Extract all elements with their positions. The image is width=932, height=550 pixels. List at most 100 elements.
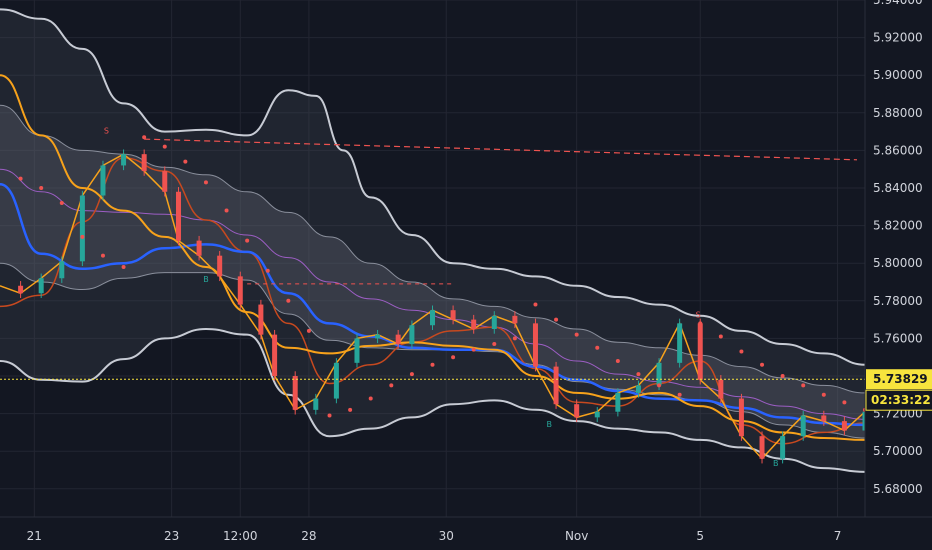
candle-body-18 bbox=[354, 338, 360, 363]
sar-dot-7 bbox=[162, 144, 167, 149]
sar-dot-27 bbox=[574, 332, 579, 337]
candle-body-3 bbox=[59, 261, 65, 279]
sar-dot-4 bbox=[100, 253, 105, 258]
candle-body-37 bbox=[738, 398, 744, 437]
candle-body-24 bbox=[471, 319, 477, 329]
outer-band-lower bbox=[0, 328, 932, 475]
price-tick-13: 5.68000 bbox=[873, 482, 923, 496]
sar-dot-36 bbox=[760, 362, 765, 367]
time-tick-7: 7 bbox=[834, 529, 842, 543]
candle-body-36 bbox=[718, 379, 724, 399]
candle-body-41 bbox=[821, 415, 827, 422]
parabolic-sar bbox=[18, 135, 929, 418]
sar-dot-30 bbox=[636, 372, 641, 377]
sar-dot-19 bbox=[409, 372, 414, 377]
candle-body-1 bbox=[18, 285, 24, 294]
candle-body-25 bbox=[491, 315, 497, 329]
sar-dot-5 bbox=[121, 264, 126, 269]
candle-body-39 bbox=[780, 436, 786, 459]
sar-dot-15 bbox=[327, 413, 332, 418]
candle-body-15 bbox=[292, 376, 298, 410]
time-tick-6: 5 bbox=[696, 529, 704, 543]
outer-band-upper bbox=[0, 8, 932, 382]
candle-body-6 bbox=[121, 154, 127, 166]
price-tags: 5.73829 02:33:22 bbox=[865, 369, 932, 411]
candle-body-23 bbox=[450, 310, 456, 320]
candle-body-10 bbox=[196, 240, 202, 256]
price-tick-1: 5.92000 bbox=[873, 31, 923, 45]
candle-body-42 bbox=[841, 421, 847, 431]
price-axis[interactable]: 5.94000 5.92000 5.90000 5.88000 5.86000 5.840… bbox=[864, 0, 932, 550]
overlay-lines bbox=[0, 138, 865, 380]
candle-body-38 bbox=[759, 436, 765, 459]
time-tick-5: Nov bbox=[565, 529, 588, 543]
price-tick-4: 5.86000 bbox=[873, 143, 923, 157]
candle-body-16 bbox=[313, 398, 319, 410]
price-tick-2: 5.90000 bbox=[873, 68, 923, 82]
countdown-tag: 02:33:22 bbox=[871, 393, 931, 407]
price-tick-0: 5.94000 bbox=[873, 0, 923, 7]
sar-dot-26 bbox=[554, 317, 559, 322]
sar-dot-31 bbox=[657, 383, 662, 388]
candle-body-20 bbox=[395, 334, 401, 345]
candles bbox=[18, 149, 930, 464]
candle-body-12 bbox=[237, 276, 243, 305]
countdown-tag-bg bbox=[865, 389, 932, 411]
candle-body-9 bbox=[175, 191, 181, 241]
candle-body-35 bbox=[697, 323, 703, 380]
sar-dot-3 bbox=[80, 234, 85, 239]
candle-body-14 bbox=[272, 334, 278, 376]
price-line bbox=[0, 153, 932, 460]
sar-dot-13 bbox=[286, 298, 291, 303]
price-tick-9: 5.76000 bbox=[873, 331, 923, 345]
sar-dot-21 bbox=[451, 355, 456, 360]
sar-dot-0 bbox=[18, 176, 23, 181]
sar-dot-35 bbox=[739, 349, 744, 354]
sar-dot-18 bbox=[389, 383, 394, 388]
candle-body-4 bbox=[79, 195, 85, 262]
candle-body-21 bbox=[409, 325, 415, 345]
candle-body-26 bbox=[512, 315, 518, 324]
fast-ma-line bbox=[0, 74, 932, 445]
sar-dot-16 bbox=[348, 407, 353, 412]
sar-dot-6 bbox=[142, 135, 147, 140]
sar-dot-8 bbox=[183, 159, 188, 164]
price-axis-bg bbox=[865, 0, 932, 550]
sar-dot-24 bbox=[512, 336, 517, 341]
price-tick-12: 5.70000 bbox=[873, 444, 923, 458]
sar-dot-1 bbox=[39, 186, 44, 190]
time-axis-bg bbox=[0, 517, 932, 550]
candle-body-40 bbox=[800, 415, 806, 437]
price-tick-3: 5.88000 bbox=[873, 106, 923, 120]
candle-body-5 bbox=[100, 165, 106, 196]
candle-body-32 bbox=[635, 385, 641, 393]
sar-dot-10 bbox=[224, 208, 229, 213]
candle-body-33 bbox=[656, 362, 662, 386]
sar-dot-25 bbox=[533, 302, 538, 307]
price-tick-6: 5.82000 bbox=[873, 219, 923, 233]
time-axis[interactable]: 21 23 12:00 28 30 Nov 5 7 bbox=[0, 516, 932, 550]
sar-dot-33 bbox=[698, 321, 703, 326]
last-price-tag-bg bbox=[866, 369, 932, 390]
signal-b-4: B bbox=[773, 459, 779, 468]
candle-body-13 bbox=[258, 304, 264, 335]
signal-b-2: B bbox=[203, 275, 209, 284]
sar-dot-17 bbox=[368, 396, 373, 401]
sar-dot-34 bbox=[718, 334, 723, 339]
resistance-line bbox=[144, 138, 858, 161]
sar-dot-38 bbox=[801, 383, 806, 388]
candle-body-30 bbox=[594, 411, 600, 418]
sar-dot-37 bbox=[780, 374, 785, 378]
sar-dot-11 bbox=[245, 238, 250, 243]
signal-s-0: S bbox=[104, 126, 109, 135]
time-tick-4: 30 bbox=[439, 529, 454, 543]
candle-body-28 bbox=[553, 366, 559, 405]
candle-body-17 bbox=[333, 362, 339, 399]
sar-dot-14 bbox=[306, 328, 311, 333]
time-tick-2: 12:00 bbox=[223, 529, 258, 543]
inner-band-upper bbox=[0, 104, 932, 407]
price-tick-5: 5.84000 bbox=[873, 181, 923, 195]
candle-body-31 bbox=[615, 392, 621, 412]
candle-body-11 bbox=[217, 255, 223, 277]
